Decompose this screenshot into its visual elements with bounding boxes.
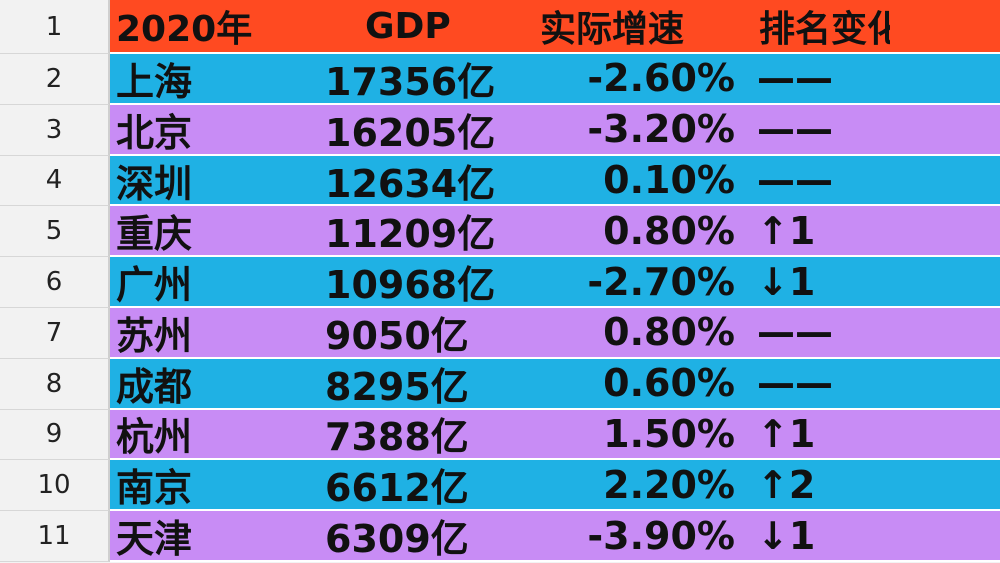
- rate-cell[interactable]: 0.60%: [603, 361, 735, 406]
- city-cell[interactable]: 广州: [116, 263, 193, 308]
- gdp-cell[interactable]: 7388亿: [325, 415, 469, 460]
- table-row: 广州 10968亿 -2.70% ↓1: [110, 257, 1000, 308]
- rank-change-cell[interactable]: ↑1: [757, 411, 816, 456]
- rank-change-cell[interactable]: ——: [757, 107, 833, 152]
- header-row: 2020年 GDP 实际增速 排名变化: [110, 0, 1000, 54]
- rate-cell[interactable]: 0.80%: [603, 208, 735, 253]
- city-cell[interactable]: 南京: [116, 466, 193, 511]
- row-number[interactable]: 1: [0, 0, 110, 54]
- row-number[interactable]: 4: [0, 155, 110, 207]
- gdp-cell[interactable]: 12634亿: [325, 161, 496, 206]
- city-cell[interactable]: 成都: [116, 364, 193, 409]
- table-row: 苏州 9050亿 0.80% ——: [110, 307, 1000, 359]
- city-cell[interactable]: 杭州: [116, 415, 193, 460]
- table-row: 天津 6309亿 -3.90% ↓1: [110, 511, 1000, 562]
- rank-change-cell[interactable]: ↑2: [757, 462, 816, 507]
- city-cell[interactable]: 上海: [116, 59, 193, 104]
- rate-cell[interactable]: -3.20%: [587, 107, 735, 152]
- gdp-cell[interactable]: 10968亿: [325, 263, 496, 308]
- row-number[interactable]: 11: [0, 511, 110, 562]
- header-rate-cell[interactable]: 实际增速: [540, 9, 685, 50]
- gdp-cell[interactable]: 9050亿: [325, 313, 469, 358]
- city-cell[interactable]: 苏州: [116, 313, 193, 358]
- table-row: 杭州 7388亿 1.50% ↑1: [110, 409, 1000, 461]
- row-number[interactable]: 3: [0, 104, 110, 156]
- table-row: 北京 16205亿 -3.20% ——: [110, 104, 1000, 156]
- gdp-cell[interactable]: 6309亿: [325, 517, 469, 562]
- table-row: 重庆 11209亿 0.80% ↑1: [110, 206, 1000, 258]
- gdp-cell[interactable]: 16205亿: [325, 110, 496, 155]
- city-cell[interactable]: 深圳: [116, 161, 193, 206]
- row-number[interactable]: 2: [0, 54, 110, 105]
- gdp-cell[interactable]: 8295亿: [325, 364, 469, 409]
- row-number[interactable]: 10: [0, 460, 110, 512]
- rate-cell[interactable]: -2.60%: [587, 56, 735, 101]
- header-year-cell[interactable]: 2020年: [116, 9, 253, 50]
- rate-cell[interactable]: -2.70%: [587, 259, 735, 304]
- table-row: 成都 8295亿 0.60% ——: [110, 358, 1000, 410]
- gdp-cell[interactable]: 6612亿: [325, 466, 469, 511]
- rate-cell[interactable]: 1.50%: [603, 411, 735, 456]
- row-number[interactable]: 9: [0, 409, 110, 461]
- row-number[interactable]: 8: [0, 358, 110, 410]
- table-row: 深圳 12634亿 0.10% ——: [110, 155, 1000, 207]
- city-cell[interactable]: 北京: [116, 110, 193, 155]
- rate-cell[interactable]: -3.90%: [587, 513, 735, 558]
- rate-cell[interactable]: 0.10%: [603, 157, 735, 202]
- rank-change-cell[interactable]: ↑1: [757, 208, 816, 253]
- rank-change-cell[interactable]: ↓1: [757, 513, 816, 558]
- rank-change-cell[interactable]: ——: [757, 157, 833, 202]
- rate-cell[interactable]: 2.20%: [603, 462, 735, 507]
- city-cell[interactable]: 天津: [116, 517, 193, 562]
- row-number[interactable]: 5: [0, 206, 110, 258]
- gdp-cell[interactable]: 17356亿: [325, 59, 496, 104]
- header-rank-cell[interactable]: 排名变化: [759, 9, 890, 50]
- row-number[interactable]: 7: [0, 307, 110, 359]
- table-row: 上海 17356亿 -2.60% ——: [110, 54, 1000, 105]
- table-row: 南京 6612亿 2.20% ↑2: [110, 460, 1000, 512]
- rate-cell[interactable]: 0.80%: [603, 310, 735, 355]
- rank-change-cell[interactable]: ——: [757, 310, 833, 355]
- rank-change-cell[interactable]: ——: [757, 56, 833, 101]
- rank-change-cell[interactable]: ——: [757, 361, 833, 406]
- city-cell[interactable]: 重庆: [116, 212, 193, 257]
- rank-change-cell[interactable]: ↓1: [757, 259, 816, 304]
- header-gdp-cell[interactable]: GDP: [365, 5, 451, 47]
- gdp-cell[interactable]: 11209亿: [325, 212, 496, 257]
- row-number[interactable]: 6: [0, 257, 110, 308]
